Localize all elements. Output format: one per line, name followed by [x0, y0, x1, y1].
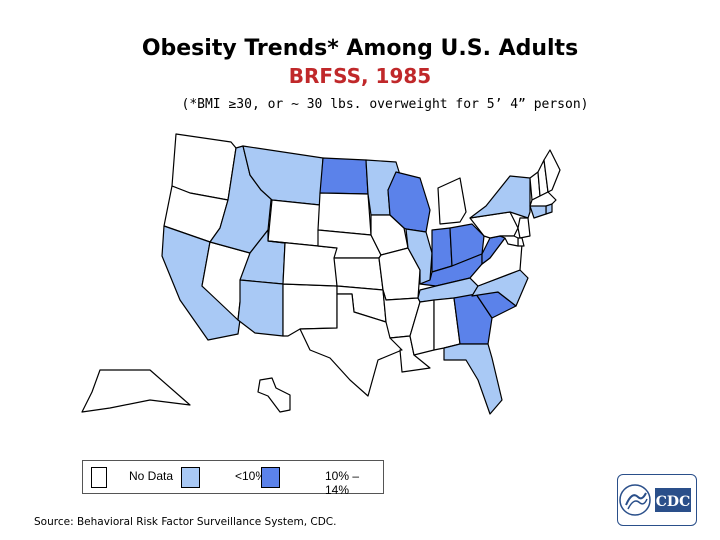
- state-ak: [81, 369, 191, 413]
- state-hi: [257, 377, 291, 413]
- state-wy: [267, 199, 321, 247]
- state-ks: [333, 257, 384, 291]
- state-md: [499, 235, 519, 247]
- legend-swatch-no-data: [91, 467, 107, 488]
- page-subtitle: BRFSS, 1985: [288, 64, 432, 88]
- state-tx: [299, 293, 403, 397]
- cdc-hhs-logo-icon: CDC: [617, 474, 697, 526]
- state-me: [543, 149, 561, 193]
- state-in: [431, 227, 453, 273]
- state-fl: [443, 343, 503, 415]
- cdc-logo-text: CDC: [656, 494, 690, 510]
- legend-swatch-10-14: [261, 467, 280, 488]
- page-title: Obesity Trends* Among U.S. Adults: [141, 36, 579, 61]
- state-ct: [529, 205, 547, 219]
- state-nj: [517, 217, 531, 239]
- state-de: [517, 237, 525, 247]
- state-mi: [437, 177, 467, 225]
- legend-swatch-lt10: [181, 467, 200, 488]
- legend: No Data <10% 10% –14%: [82, 460, 384, 497]
- state-sd: [317, 192, 372, 236]
- state-nd: [319, 157, 369, 195]
- state-ri: [545, 203, 553, 215]
- legend-label-10-14: 10% –14%: [325, 469, 360, 497]
- legend-label-no-data: No Data: [129, 469, 174, 483]
- state-az: [237, 279, 284, 337]
- bmi-footnote: (*BMI ≥30, or ~ 30 lbs. overweight for 5…: [181, 97, 589, 112]
- source-note: Source: Behavioral Risk Factor Surveilla…: [34, 516, 337, 528]
- state-ny: [469, 175, 531, 219]
- legend-label-lt10: <10%: [235, 469, 267, 483]
